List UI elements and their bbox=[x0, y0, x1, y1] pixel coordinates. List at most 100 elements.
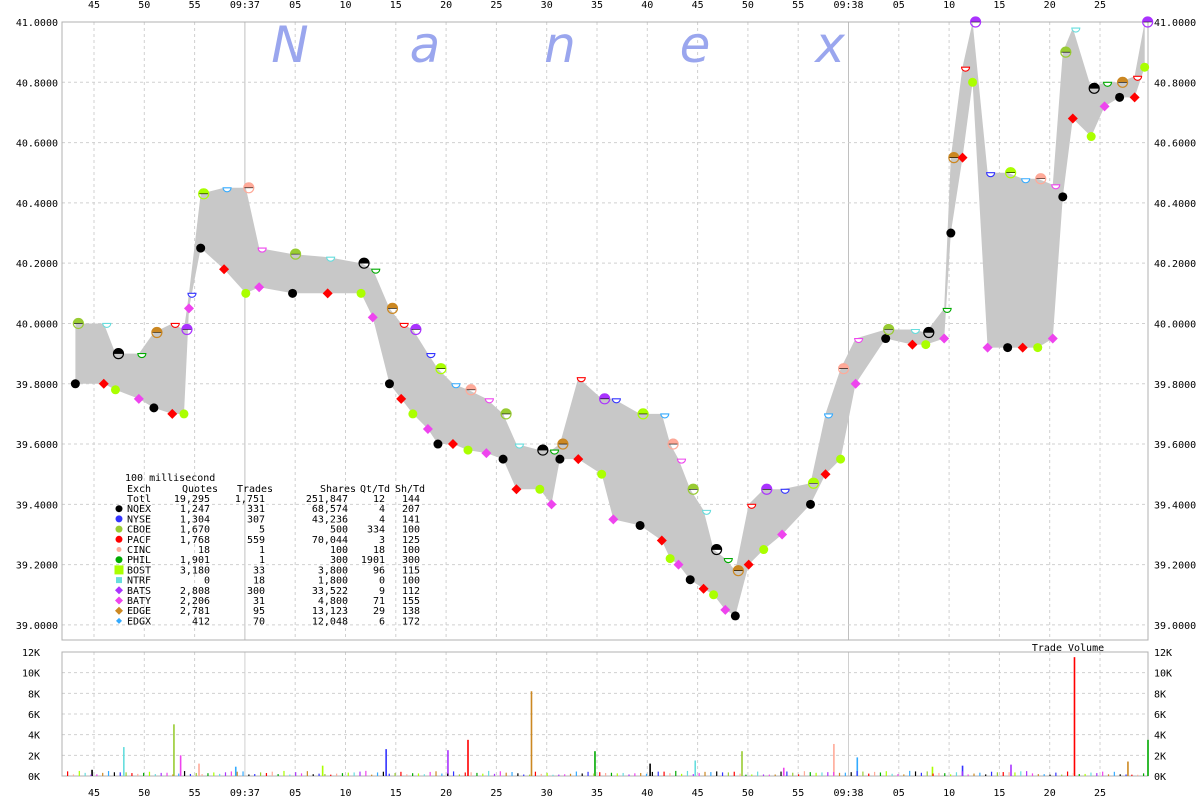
price-tick-right: 40.0000 bbox=[1154, 319, 1196, 330]
legend-marker bbox=[115, 556, 123, 564]
bid-quote-marker bbox=[219, 264, 230, 275]
price-tick-left: 39.0000 bbox=[16, 621, 58, 632]
legend-row-cell: 3,180 bbox=[180, 565, 210, 576]
volume-bar bbox=[271, 771, 273, 776]
ask-quote-marker-ring bbox=[289, 248, 302, 260]
volume-bar bbox=[558, 774, 560, 776]
x-tick-bottom: 35 bbox=[591, 788, 603, 799]
x-tick-top: 55 bbox=[189, 0, 201, 11]
volume-bar bbox=[1107, 774, 1110, 776]
volume-bar bbox=[417, 773, 420, 776]
nbbo-band bbox=[75, 22, 1145, 616]
bid-quote-marker bbox=[743, 559, 754, 570]
legend-row-cell: 13,123 bbox=[312, 606, 348, 617]
volume-bar bbox=[423, 774, 425, 776]
volume-bar bbox=[581, 773, 583, 776]
bid-quote-marker bbox=[573, 454, 584, 465]
volume-bar bbox=[388, 773, 390, 776]
volume-bar bbox=[833, 771, 835, 776]
bid-quote-marker bbox=[422, 423, 433, 434]
volume-bar bbox=[920, 772, 922, 776]
legend-column-header: Trades bbox=[237, 484, 273, 495]
ask-quote-marker bbox=[676, 458, 687, 464]
legend-row-cell: 6 bbox=[379, 616, 385, 627]
ask-quote-marker-ring bbox=[72, 317, 84, 330]
bid-quote-marker bbox=[1099, 101, 1110, 112]
volume-bar bbox=[616, 773, 618, 776]
legend-row-cell: 71 bbox=[373, 596, 385, 607]
volume-bar bbox=[119, 772, 121, 776]
volume-bar bbox=[944, 773, 946, 776]
price-tick-left: 39.4000 bbox=[16, 500, 58, 511]
volume-tick-left: 0K bbox=[28, 772, 40, 783]
legend-row-cell: 125 bbox=[402, 535, 420, 546]
volume-bar bbox=[306, 771, 308, 776]
volume-bar bbox=[1090, 772, 1092, 776]
volume-bar bbox=[353, 772, 355, 776]
volume-bar bbox=[797, 774, 800, 776]
volume-bar bbox=[768, 774, 770, 776]
bid-quote-marker bbox=[1003, 343, 1013, 353]
legend-row-cell: NYSE bbox=[127, 514, 151, 525]
volume-bar bbox=[733, 771, 735, 776]
x-tick-bottom: 10 bbox=[943, 788, 955, 799]
watermark-letter: e bbox=[680, 16, 711, 74]
volume-bar bbox=[189, 773, 192, 776]
volume-bar bbox=[183, 771, 186, 776]
volume-bar bbox=[359, 771, 361, 776]
bid-quote-marker bbox=[535, 484, 545, 494]
price-panel-frame bbox=[61, 21, 1149, 641]
volume-bar bbox=[207, 773, 209, 776]
volume-bar bbox=[254, 774, 256, 776]
volume-bar bbox=[1002, 772, 1004, 776]
volume-bar bbox=[692, 774, 694, 776]
legend-column-header: Exch bbox=[127, 484, 151, 495]
ask-quote-marker-ring bbox=[386, 302, 399, 314]
bid-quote-marker bbox=[777, 529, 788, 540]
bid-quote-marker bbox=[433, 439, 443, 449]
volume-spike-bar bbox=[385, 749, 387, 776]
ask-quote-marker bbox=[426, 353, 436, 359]
volume-bar bbox=[523, 774, 525, 776]
volume-spike-bar bbox=[321, 765, 324, 776]
x-tick-bottom: 50 bbox=[138, 788, 150, 799]
ask-quote-marker-ring bbox=[710, 543, 723, 556]
ask-quote-marker-ring bbox=[1088, 82, 1100, 94]
bid-quote-marker bbox=[1033, 343, 1043, 353]
volume-bar bbox=[406, 774, 408, 776]
legend-total-cell: 144 bbox=[402, 494, 420, 505]
volume-bar bbox=[382, 771, 384, 776]
volume-bar bbox=[312, 774, 314, 776]
ask-quote-marker bbox=[222, 187, 232, 193]
legend-total-cell: 251,847 bbox=[306, 494, 348, 505]
volume-spike-bar bbox=[91, 769, 93, 776]
x-tick-top: 50 bbox=[138, 0, 150, 11]
legend-row-cell: PHIL bbox=[127, 555, 151, 566]
volume-bar bbox=[675, 770, 677, 776]
bid-quote-marker bbox=[698, 583, 709, 594]
price-band-layer bbox=[75, 22, 1145, 616]
bid-quote-marker bbox=[806, 499, 816, 509]
volume-bar bbox=[792, 772, 794, 776]
x-tick-bottom: 05 bbox=[289, 788, 301, 799]
legend-row-cell: EDGX bbox=[127, 616, 151, 627]
bid-quote-marker bbox=[384, 379, 394, 389]
x-tick-bottom: 20 bbox=[440, 788, 452, 799]
bid-quote-marker bbox=[1017, 342, 1028, 353]
legend-row-cell: 141 bbox=[402, 514, 420, 525]
legend-row-cell: 95 bbox=[253, 606, 265, 617]
legend-column-header: Qt/Td bbox=[360, 484, 390, 495]
bid-quote-marker bbox=[149, 403, 159, 413]
volume-title: Trade Volume bbox=[1032, 643, 1104, 654]
volume-bar bbox=[336, 773, 338, 776]
volume-bar bbox=[628, 774, 630, 776]
x-tick-top: 09:37 bbox=[230, 0, 260, 11]
volume-bar bbox=[909, 770, 911, 776]
volume-bar bbox=[973, 773, 975, 776]
legend-row-cell: 9 bbox=[379, 586, 385, 597]
x-tick-bottom: 09:37 bbox=[230, 788, 260, 799]
x-tick-top: 09:38 bbox=[833, 0, 863, 11]
volume-bar bbox=[686, 770, 689, 776]
legend-row-cell: BOST bbox=[127, 565, 151, 576]
